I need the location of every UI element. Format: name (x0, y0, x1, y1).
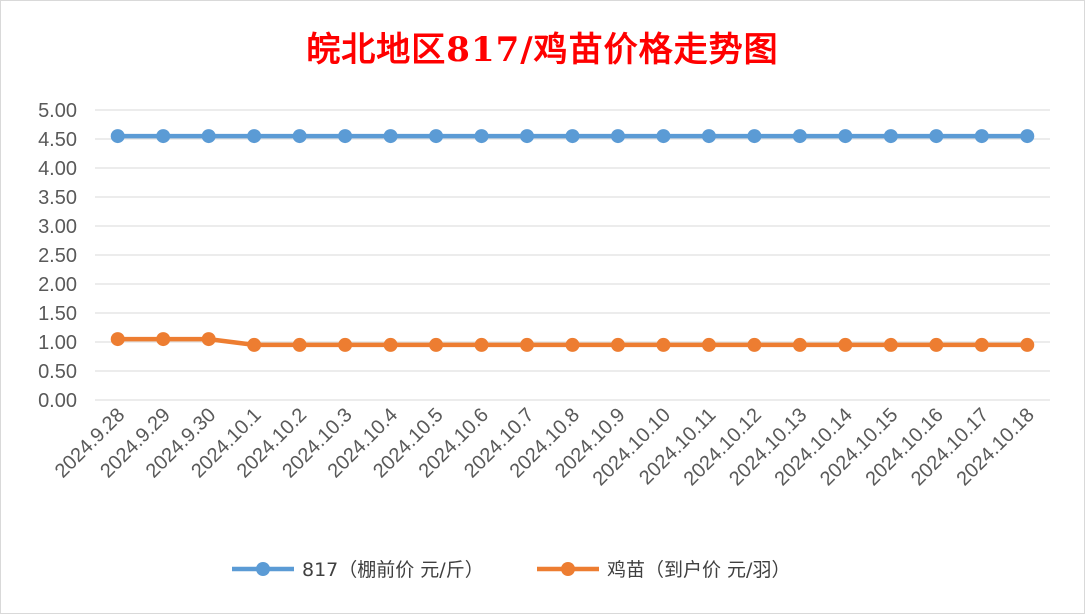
data-point (610, 337, 625, 352)
data-point (838, 337, 853, 352)
data-point (429, 129, 444, 144)
data-point (474, 129, 489, 144)
data-point (156, 129, 171, 144)
data-point (974, 337, 989, 352)
data-point (201, 332, 216, 347)
data-point (747, 129, 762, 144)
legend: 817（棚前价 元/斤） 鸡苗（到户价 元/羽） (232, 559, 790, 581)
x-axis-ticks: 2024.9.282024.9.292024.9.302024.10.12024… (51, 404, 1039, 490)
data-point (247, 129, 262, 144)
series-layer (110, 129, 1035, 352)
y-tick-label: 5.00 (38, 100, 77, 122)
data-point (929, 129, 944, 144)
legend-label: 鸡苗（到户价 元/羽） (607, 559, 790, 581)
y-tick-label: 2.00 (38, 274, 77, 296)
data-point (792, 337, 807, 352)
data-point (701, 129, 716, 144)
data-point (565, 337, 580, 352)
data-point (1020, 129, 1035, 144)
data-point (701, 337, 716, 352)
y-tick-label: 3.00 (38, 216, 77, 238)
y-tick-label: 1.50 (38, 303, 77, 325)
data-point (292, 337, 307, 352)
y-tick-label: 1.00 (38, 332, 77, 354)
y-tick-label: 0.50 (38, 361, 77, 383)
data-point (383, 337, 398, 352)
data-point (110, 129, 125, 144)
data-point (110, 332, 125, 347)
chart-title: 皖北地区817/鸡苗价格走势图 (306, 30, 779, 70)
data-point (383, 129, 398, 144)
data-point (656, 337, 671, 352)
gridlines (95, 109, 1050, 401)
y-tick-label: 4.50 (38, 129, 77, 151)
y-tick-label: 4.00 (38, 158, 77, 180)
y-axis-ticks: 0.00 0.50 1.00 1.50 2.00 2.50 3.00 3.50 4.00 4.50… (38, 100, 77, 412)
data-point (565, 129, 580, 144)
data-point (747, 337, 762, 352)
data-point (429, 337, 444, 352)
data-point (883, 129, 898, 144)
y-tick-label: 2.50 (38, 245, 77, 267)
data-point (883, 337, 898, 352)
data-point (656, 129, 671, 144)
data-point (156, 332, 171, 347)
legend-label: 817（棚前价 元/斤） (302, 559, 484, 581)
data-point (520, 129, 535, 144)
data-point (292, 129, 307, 144)
data-point (610, 129, 625, 144)
data-point (201, 129, 216, 144)
data-point (974, 129, 989, 144)
legend-swatch-marker (256, 562, 270, 576)
data-point (792, 129, 807, 144)
data-point (520, 337, 535, 352)
data-point (474, 337, 489, 352)
data-point (338, 337, 353, 352)
data-point (338, 129, 353, 144)
data-point (838, 129, 853, 144)
y-tick-label: 0.00 (38, 390, 77, 412)
data-point (247, 337, 262, 352)
legend-swatch-marker (561, 562, 575, 576)
y-tick-label: 3.50 (38, 187, 77, 209)
data-point (1020, 337, 1035, 352)
data-point (929, 337, 944, 352)
